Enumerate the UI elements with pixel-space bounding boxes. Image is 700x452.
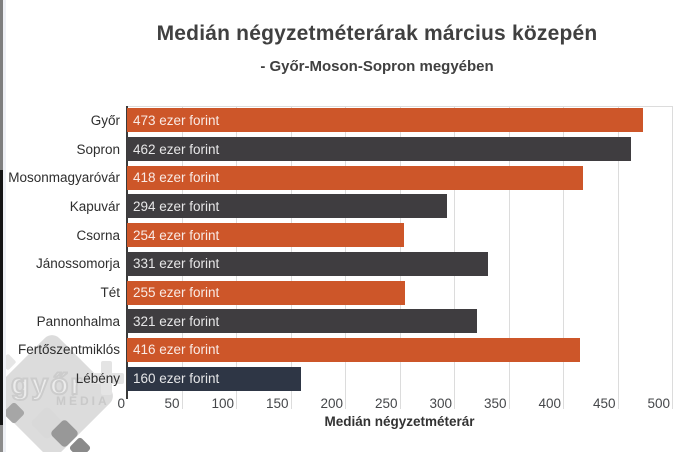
x-tick-label: 0 [117,396,125,411]
category-label: Lébény [75,371,120,387]
gridline [508,106,510,409]
category-label: Győr [90,112,120,128]
chart-subtitle: - Győr-Moson-Sopron megyében [260,58,494,75]
window-edge-middle [0,170,3,425]
window-edge-bottom [0,425,3,452]
bar[interactable]: 473 ezer forint [127,108,643,133]
category-label: Tét [100,285,120,301]
chart-row: Fertőszentmiklós 416 ezer forint [8,336,672,365]
bar-track: 321 ezer forint [127,309,672,334]
bar-track: 294 ezer forint [127,194,672,219]
chart-row: Kapuvár 294 ezer forint [8,192,672,221]
bar-value-label: 473 ezer forint [133,112,220,128]
chart-row: Sopron 462 ezer forint [8,135,672,164]
bar-track: 418 ezer forint [127,165,672,190]
bar[interactable]: 462 ezer forint [127,137,631,162]
x-tick-label: 300 [429,396,452,411]
chart-row: Pannonhalma 321 ezer forint [8,307,672,336]
watermark-plus-icon [101,361,112,395]
chart-title: Medián négyzetméterárak március közepén [156,22,598,45]
watermark-logo-text: győr [10,367,85,402]
bar-value-label: 254 ezer forint [133,227,220,243]
gridline [672,106,673,409]
x-tick-label: 350 [483,396,507,411]
bar[interactable]: 321 ezer forint [127,309,477,334]
bar-rows: Győr 473 ezer forint Sopron 462 ezer forint… [8,106,672,393]
bar-track: 160 ezer forint [127,366,672,391]
bar[interactable]: 160 ezer forint [127,366,302,391]
bar-track: 255 ezer forint [127,280,672,305]
x-tick-label: 200 [320,396,343,411]
chart-row: Csorna 254 ezer forint [8,221,672,250]
bar-value-label: 255 ezer forint [133,285,220,301]
x-tick-label: 50 [164,396,180,411]
chart-row: Lébény 160 ezer forint [8,364,672,393]
bar[interactable]: 331 ezer forint [127,251,488,276]
bar[interactable]: 294 ezer forint [127,194,448,219]
category-label: Csorna [76,227,120,243]
bar-value-label: 321 ezer forint [133,313,220,329]
x-tick-label: 150 [265,396,289,411]
bar-value-label: 418 ezer forint [133,170,220,186]
chart-row: Mosonmagyaróvár 418 ezer forint [8,163,672,192]
bar-value-label: 160 ezer forint [133,371,220,387]
bar-track: 416 ezer forint [127,337,672,362]
chart-row: Tét 255 ezer forint [8,278,672,307]
x-tick-label: 250 [374,396,398,411]
bar-track: 331 ezer forint [127,251,672,276]
x-tick-label: 400 [538,396,561,411]
bar[interactable]: 418 ezer forint [127,165,583,190]
window-edge-top [0,0,3,170]
bar-track: 254 ezer forint [127,223,672,248]
watermark-logo-subtext: MÉDIA [56,394,110,408]
bar[interactable]: 254 ezer forint [127,223,404,248]
x-ticks: 0 50 100 150 200 250 300 350 400 450 500 [117,396,672,412]
bar-value-label: 462 ezer forint [133,141,220,157]
category-label: Fertőszentmiklós [17,342,120,358]
bar-value-label: 331 ezer forint [133,256,220,272]
bar-track: 473 ezer forint [127,108,672,133]
category-label: Kapuvár [69,198,120,214]
category-label: Pannonhalma [36,313,120,329]
x-axis-title: Medián négyzetméterár [324,414,475,429]
bar[interactable]: 416 ezer forint [127,337,581,362]
chart-row: Győr 473 ezer forint [8,106,672,135]
bar-track: 462 ezer forint [127,137,672,162]
category-label: Jánossomorja [35,256,120,272]
gridline [563,106,564,409]
bar-value-label: 416 ezer forint [133,342,220,358]
bar-value-label: 294 ezer forint [133,198,220,214]
category-label: Sopron [76,141,120,157]
bar[interactable]: 255 ezer forint [127,280,405,305]
window-edge-highlight [3,0,6,452]
gridline [617,106,619,409]
chart-row: Jánossomorja 331 ezer forint [8,250,672,279]
x-tick-label: 100 [211,396,234,411]
x-tick-label: 450 [592,396,616,411]
category-label: Mosonmagyaróvár [8,170,120,186]
x-tick-label: 500 [647,396,670,411]
